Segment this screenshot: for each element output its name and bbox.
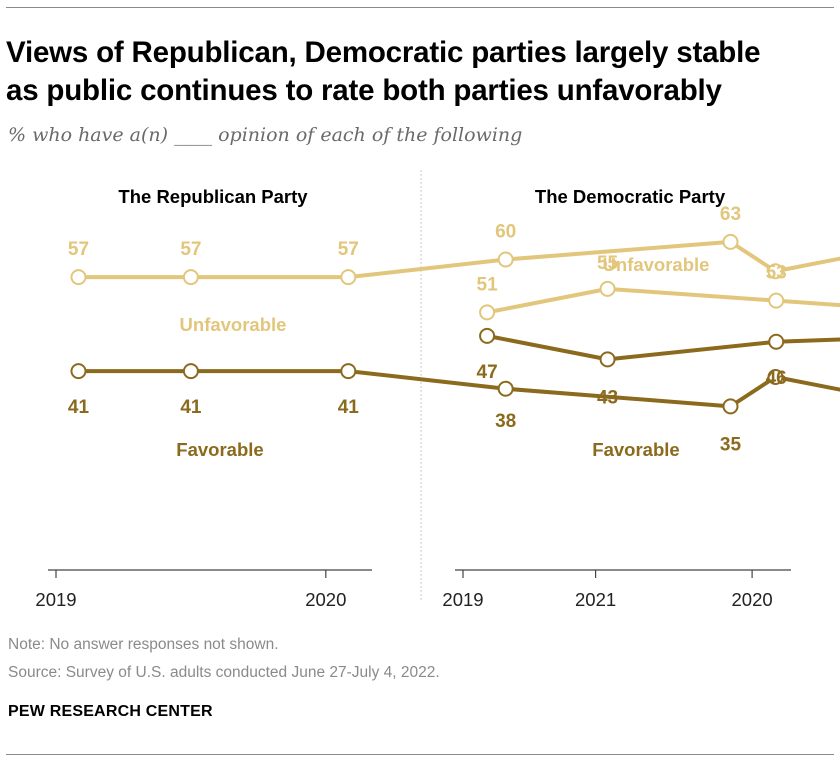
source-text: Source: Survey of U.S. adults conducted … bbox=[8, 664, 440, 681]
series-line-unfavorable bbox=[485, 286, 840, 315]
data-label-unfavorable: 63 bbox=[720, 204, 741, 225]
data-label-unfavorable: 55 bbox=[597, 253, 619, 274]
data-label-unfavorable: 57 bbox=[180, 239, 201, 260]
series-name-label-unfavorable: Unfavorable bbox=[180, 314, 287, 335]
brand-logo-text: PEW RESEARCH CENTER bbox=[8, 703, 213, 720]
data-point-favorable bbox=[497, 380, 514, 397]
data-point-unfavorable bbox=[182, 269, 199, 286]
data-label-favorable: 43 bbox=[597, 387, 618, 408]
note-text: Note: No answer responses not shown. bbox=[8, 636, 279, 653]
title-line-1: Views of Republican, Democratic parties … bbox=[6, 36, 761, 69]
data-point-favorable bbox=[722, 398, 739, 415]
data-label-favorable: 46 bbox=[766, 368, 787, 389]
data-label-favorable: 41 bbox=[68, 397, 90, 418]
data-label-unfavorable: 57 bbox=[338, 239, 359, 260]
bottom-rule bbox=[6, 754, 834, 755]
series-name-label-favorable: Favorable bbox=[176, 439, 263, 460]
x-tick-label: 2021 bbox=[575, 589, 616, 610]
chart-panel-republican: The Republican Party20192020202120225757… bbox=[35, 186, 840, 610]
chart-subtitle: % who have a(n) ____ opinion of each of … bbox=[8, 124, 523, 146]
data-label-favorable: 41 bbox=[180, 397, 202, 418]
x-tick-label: 2019 bbox=[442, 589, 483, 610]
data-point-favorable bbox=[599, 351, 616, 368]
data-point-favorable bbox=[340, 363, 357, 380]
x-tick-label: 2020 bbox=[305, 589, 346, 610]
panel-title: The Democratic Party bbox=[535, 186, 726, 207]
data-label-unfavorable: 51 bbox=[477, 274, 499, 295]
data-point-unfavorable bbox=[340, 269, 357, 286]
data-label-unfavorable: 53 bbox=[766, 263, 787, 284]
data-point-favorable bbox=[767, 369, 784, 385]
data-point-unfavorable bbox=[479, 304, 496, 321]
data-point-favorable bbox=[70, 363, 87, 380]
data-label-unfavorable: 60 bbox=[495, 222, 516, 243]
data-point-unfavorable bbox=[722, 233, 739, 250]
data-point-favorable bbox=[479, 327, 496, 344]
series-line-favorable bbox=[485, 333, 840, 362]
x-tick-label: 2019 bbox=[35, 589, 76, 610]
data-label-favorable: 47 bbox=[477, 362, 498, 383]
series-name-label-favorable: Favorable bbox=[592, 439, 679, 460]
chart-panel-democratic: The Democratic Party20192020202120225155… bbox=[442, 186, 840, 610]
panel-title: The Republican Party bbox=[118, 186, 308, 207]
data-point-unfavorable bbox=[497, 251, 514, 268]
charts-area: The Republican Party20192020202120225757… bbox=[35, 170, 840, 610]
series-name-label-unfavorable: Unfavorable bbox=[603, 254, 710, 275]
chart-title: Views of Republican, Democratic parties … bbox=[6, 34, 836, 110]
x-tick-label: 2020 bbox=[732, 589, 773, 610]
data-label-favorable: 41 bbox=[338, 397, 360, 418]
data-point-favorable bbox=[768, 333, 785, 350]
data-point-unfavorable bbox=[70, 269, 87, 286]
data-point-unfavorable bbox=[599, 280, 616, 297]
data-point-unfavorable bbox=[767, 263, 784, 280]
data-point-unfavorable bbox=[768, 292, 785, 309]
title-line-2: as public continues to rate both parties… bbox=[6, 74, 722, 107]
data-label-unfavorable: 57 bbox=[68, 239, 89, 260]
top-rule bbox=[6, 7, 834, 8]
data-label-favorable: 38 bbox=[495, 411, 516, 432]
data-label-favorable: 35 bbox=[720, 434, 742, 455]
data-point-favorable bbox=[182, 363, 199, 380]
